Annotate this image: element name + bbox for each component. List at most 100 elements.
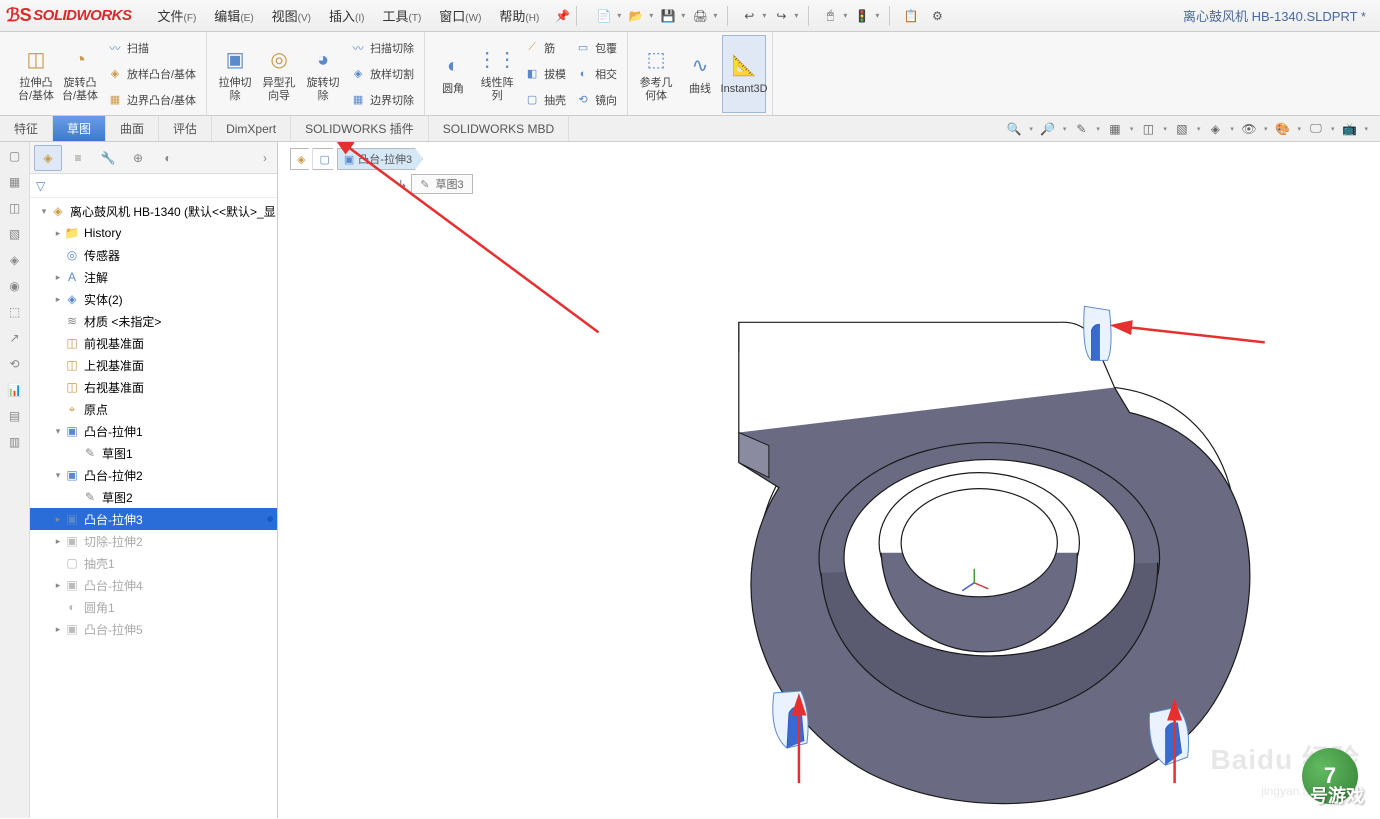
view-drop-0[interactable]: ▾: [1029, 125, 1033, 133]
ribbon-线性阵列[interactable]: ⋮⋮线性阵列: [475, 35, 519, 113]
qat-btn-2[interactable]: 💾: [657, 5, 679, 27]
panel-tab-more[interactable]: ›: [257, 151, 273, 165]
qat-drop-2[interactable]: ▾: [681, 11, 685, 20]
qat-btn-4[interactable]: ↩: [738, 5, 760, 27]
ribbon-包覆[interactable]: ▭包覆: [570, 36, 621, 60]
panel-tab-1[interactable]: ≡: [64, 145, 92, 171]
ribbon-圆角[interactable]: ◐圆角: [431, 35, 475, 113]
rail-btn-6[interactable]: ⬚: [5, 302, 25, 322]
tree-item-草图1[interactable]: ✎草图1: [30, 442, 277, 464]
view-btn-6[interactable]: ◈: [1204, 120, 1226, 138]
rail-btn-5[interactable]: ◉: [5, 276, 25, 296]
qat-drop-7[interactable]: ▾: [875, 11, 879, 20]
view-btn-10[interactable]: 📺: [1338, 120, 1360, 138]
rail-btn-7[interactable]: ↗: [5, 328, 25, 348]
tree-item-凸台-拉伸2[interactable]: ▾▣凸台-拉伸2: [30, 464, 277, 486]
qat-btn-5[interactable]: ↪: [770, 5, 792, 27]
ribbon-抽壳[interactable]: ▢抽壳: [519, 88, 570, 112]
rail-btn-0[interactable]: ▢: [5, 146, 25, 166]
tab-DimXpert[interactable]: DimXpert: [212, 116, 291, 141]
tree-item-实体(2)[interactable]: ▸◈实体(2): [30, 288, 277, 310]
tree-item-前视基准面[interactable]: ◫前视基准面: [30, 332, 277, 354]
view-drop-6[interactable]: ▾: [1230, 125, 1234, 133]
tree-item-凸台-拉伸5[interactable]: ▸▣凸台-拉伸5: [30, 618, 277, 640]
ribbon-拔模[interactable]: ◧拔模: [519, 62, 570, 86]
qat-drop-6[interactable]: ▾: [843, 11, 847, 20]
qat-drop-5[interactable]: ▾: [794, 11, 798, 20]
qat-btn-8[interactable]: 📋: [900, 5, 922, 27]
tree-item-凸台-拉伸1[interactable]: ▾▣凸台-拉伸1: [30, 420, 277, 442]
pin-icon[interactable]: 📌: [555, 9, 570, 23]
rail-btn-10[interactable]: ▤: [5, 406, 25, 426]
qat-drop-4[interactable]: ▾: [762, 11, 766, 20]
panel-tab-2[interactable]: 🔧: [94, 145, 122, 171]
view-drop-1[interactable]: ▾: [1063, 125, 1067, 133]
qat-drop-3[interactable]: ▾: [713, 11, 717, 20]
rail-btn-8[interactable]: ⟲: [5, 354, 25, 374]
tree-item-原点[interactable]: ⌖原点: [30, 398, 277, 420]
view-drop-8[interactable]: ▾: [1297, 125, 1301, 133]
tab-特征[interactable]: 特征: [0, 116, 53, 141]
tree-item-传感器[interactable]: ◎传感器: [30, 244, 277, 266]
qat-drop-1[interactable]: ▾: [649, 11, 653, 20]
qat-btn-7[interactable]: 🚦: [851, 5, 873, 27]
tab-SOLIDWORKS 插件[interactable]: SOLIDWORKS 插件: [291, 116, 429, 141]
qat-btn-1[interactable]: 📂: [625, 5, 647, 27]
rail-btn-4[interactable]: ◈: [5, 250, 25, 270]
qat-drop-0[interactable]: ▾: [617, 11, 621, 20]
ribbon-边界切除[interactable]: ▦边界切除: [345, 88, 418, 112]
view-btn-9[interactable]: 🖵: [1305, 120, 1327, 138]
menu-文件[interactable]: 文件(F): [150, 2, 205, 29]
view-drop-9[interactable]: ▾: [1331, 125, 1335, 133]
tab-评估[interactable]: 评估: [159, 116, 212, 141]
ribbon-异型孔向导[interactable]: ◎异型孔向导: [257, 35, 301, 113]
view-btn-0[interactable]: 🔍: [1003, 120, 1025, 138]
view-drop-7[interactable]: ▾: [1264, 125, 1268, 133]
ribbon-边界凸台/基体[interactable]: ▦边界凸台/基体: [102, 88, 200, 112]
ribbon-筋[interactable]: ⟋筋: [519, 36, 570, 60]
ribbon-旋转凸台/基体[interactable]: ◔旋转凸台/基体: [58, 35, 102, 113]
rail-btn-3[interactable]: ▧: [5, 224, 25, 244]
tree-item-材质 <未指定>[interactable]: ≋材质 <未指定>: [30, 310, 277, 332]
view-btn-7[interactable]: 👁: [1238, 120, 1260, 138]
panel-tab-4[interactable]: ◐: [154, 145, 182, 171]
menu-工具[interactable]: 工具(T): [374, 2, 429, 29]
ribbon-拉伸切除[interactable]: ▣拉伸切除: [213, 35, 257, 113]
tree-item-上视基准面[interactable]: ◫上视基准面: [30, 354, 277, 376]
tree-item-History[interactable]: ▸📁History: [30, 222, 277, 244]
tree-item-凸台-拉伸4[interactable]: ▸▣凸台-拉伸4: [30, 574, 277, 596]
view-drop-4[interactable]: ▾: [1163, 125, 1167, 133]
tree-item-草图2[interactable]: ✎草图2: [30, 486, 277, 508]
qat-btn-6[interactable]: 🖱: [819, 5, 841, 27]
view-drop-5[interactable]: ▾: [1197, 125, 1201, 133]
ribbon-曲线[interactable]: ∿曲线: [678, 35, 722, 113]
rail-btn-1[interactable]: ▦: [5, 172, 25, 192]
ribbon-镜向[interactable]: ⟲镜向: [570, 88, 621, 112]
tree-item-注解[interactable]: ▸A注解: [30, 266, 277, 288]
qat-btn-3[interactable]: 🖨: [689, 5, 711, 27]
menu-插入[interactable]: 插入(I): [321, 2, 372, 29]
menu-窗口[interactable]: 窗口(W): [431, 2, 489, 29]
ribbon-相交[interactable]: ◐相交: [570, 62, 621, 86]
menu-编辑[interactable]: 编辑(E): [206, 2, 261, 29]
rail-btn-11[interactable]: ▥: [5, 432, 25, 452]
filter-icon[interactable]: ▽: [36, 179, 45, 193]
tab-曲面[interactable]: 曲面: [106, 116, 159, 141]
tree-root[interactable]: ▾◈离心鼓风机 HB-1340 (默认<<默认>_显: [30, 200, 277, 222]
tree-item-圆角1[interactable]: ◐圆角1: [30, 596, 277, 618]
view-drop-3[interactable]: ▾: [1130, 125, 1134, 133]
tree-item-切除-拉伸2[interactable]: ▸▣切除-拉伸2: [30, 530, 277, 552]
view-btn-1[interactable]: 🔎: [1037, 120, 1059, 138]
panel-tab-3[interactable]: ⊕: [124, 145, 152, 171]
view-btn-2[interactable]: ✎: [1070, 120, 1092, 138]
tree-item-抽壳1[interactable]: ▢抽壳1: [30, 552, 277, 574]
qat-btn-9[interactable]: ⚙: [926, 5, 948, 27]
ribbon-扫描切除[interactable]: 〰扫描切除: [345, 36, 418, 60]
ribbon-扫描[interactable]: 〰扫描: [102, 36, 200, 60]
rail-btn-9[interactable]: 📊: [5, 380, 25, 400]
tab-草图[interactable]: 草图: [53, 116, 106, 141]
ribbon-参考几何体[interactable]: ⬚参考几何体: [634, 35, 678, 113]
ribbon-拉伸凸台/基体[interactable]: ◫拉伸凸台/基体: [14, 35, 58, 113]
menu-帮助[interactable]: 帮助(H): [491, 2, 547, 29]
view-btn-5[interactable]: ▧: [1171, 120, 1193, 138]
